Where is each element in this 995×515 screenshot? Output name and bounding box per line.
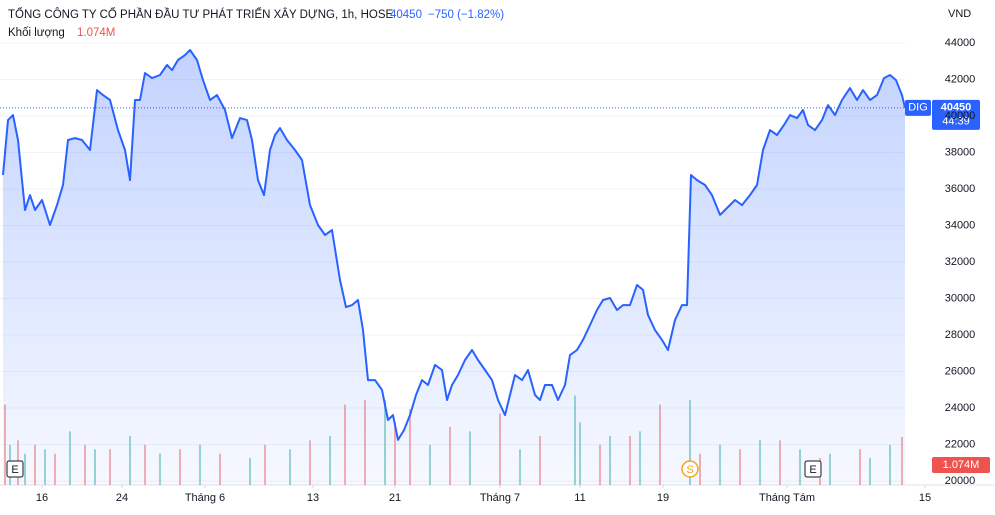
area-fill [3, 50, 905, 485]
y-tick-label: 30000 [945, 292, 976, 304]
countdown: 44:39 [942, 116, 970, 128]
event-label: E [809, 464, 816, 476]
y-tick-label: 24000 [945, 402, 976, 414]
price-change: −750 (−1.82%) [428, 9, 504, 21]
event-marker [681, 460, 699, 478]
y-tick-label: 32000 [945, 256, 976, 268]
x-tick-label: Tháng Tám [759, 492, 815, 504]
y-tick-label: 28000 [945, 329, 976, 341]
x-tick-label: 21 [389, 492, 401, 504]
y-tick-label: 36000 [945, 183, 976, 195]
price-tag-label: 40450 [941, 102, 972, 114]
price-tag [932, 99, 980, 130]
x-tick-label: 11 [574, 492, 585, 504]
event-marker [804, 460, 822, 478]
y-tick-label: 22000 [945, 438, 976, 450]
x-tick-label: 13 [307, 492, 319, 504]
x-tick-label: 16 [36, 492, 48, 504]
x-tick-label: 19 [657, 492, 669, 504]
y-tick-label: 44000 [945, 37, 976, 49]
price-line [2, 49, 905, 441]
x-tick-label: Tháng 6 [185, 492, 225, 504]
y-tick-label: 20000 [945, 475, 976, 487]
event-label: S [686, 464, 693, 476]
chart-title: TỔNG CÔNG TY CỔ PHẦN ĐẦU TƯ PHÁT TRIỂN X… [8, 8, 393, 21]
event-marker [6, 460, 24, 478]
y-tick-label: 40000 [945, 110, 976, 122]
volume-value: 1.074M [77, 27, 115, 39]
last-price: 40450 [390, 9, 422, 21]
volume-tag [932, 456, 990, 473]
volume-tag-label: 1.074M [943, 459, 980, 471]
y-tick-label: 42000 [945, 73, 976, 85]
y-tick-label: 26000 [945, 365, 976, 377]
volume-title: Khối lượng [8, 27, 65, 39]
symbol-label: DIG [908, 102, 928, 114]
symbol-tag [905, 99, 931, 116]
x-tick-label: Tháng 7 [480, 492, 520, 504]
x-tick-label: 15 [919, 492, 931, 504]
y-tick-label: 34000 [945, 219, 976, 231]
y-tick-label: 38000 [945, 146, 976, 158]
x-tick-label: 24 [116, 492, 128, 504]
event-label: E [11, 464, 18, 476]
currency: VND [948, 8, 971, 20]
